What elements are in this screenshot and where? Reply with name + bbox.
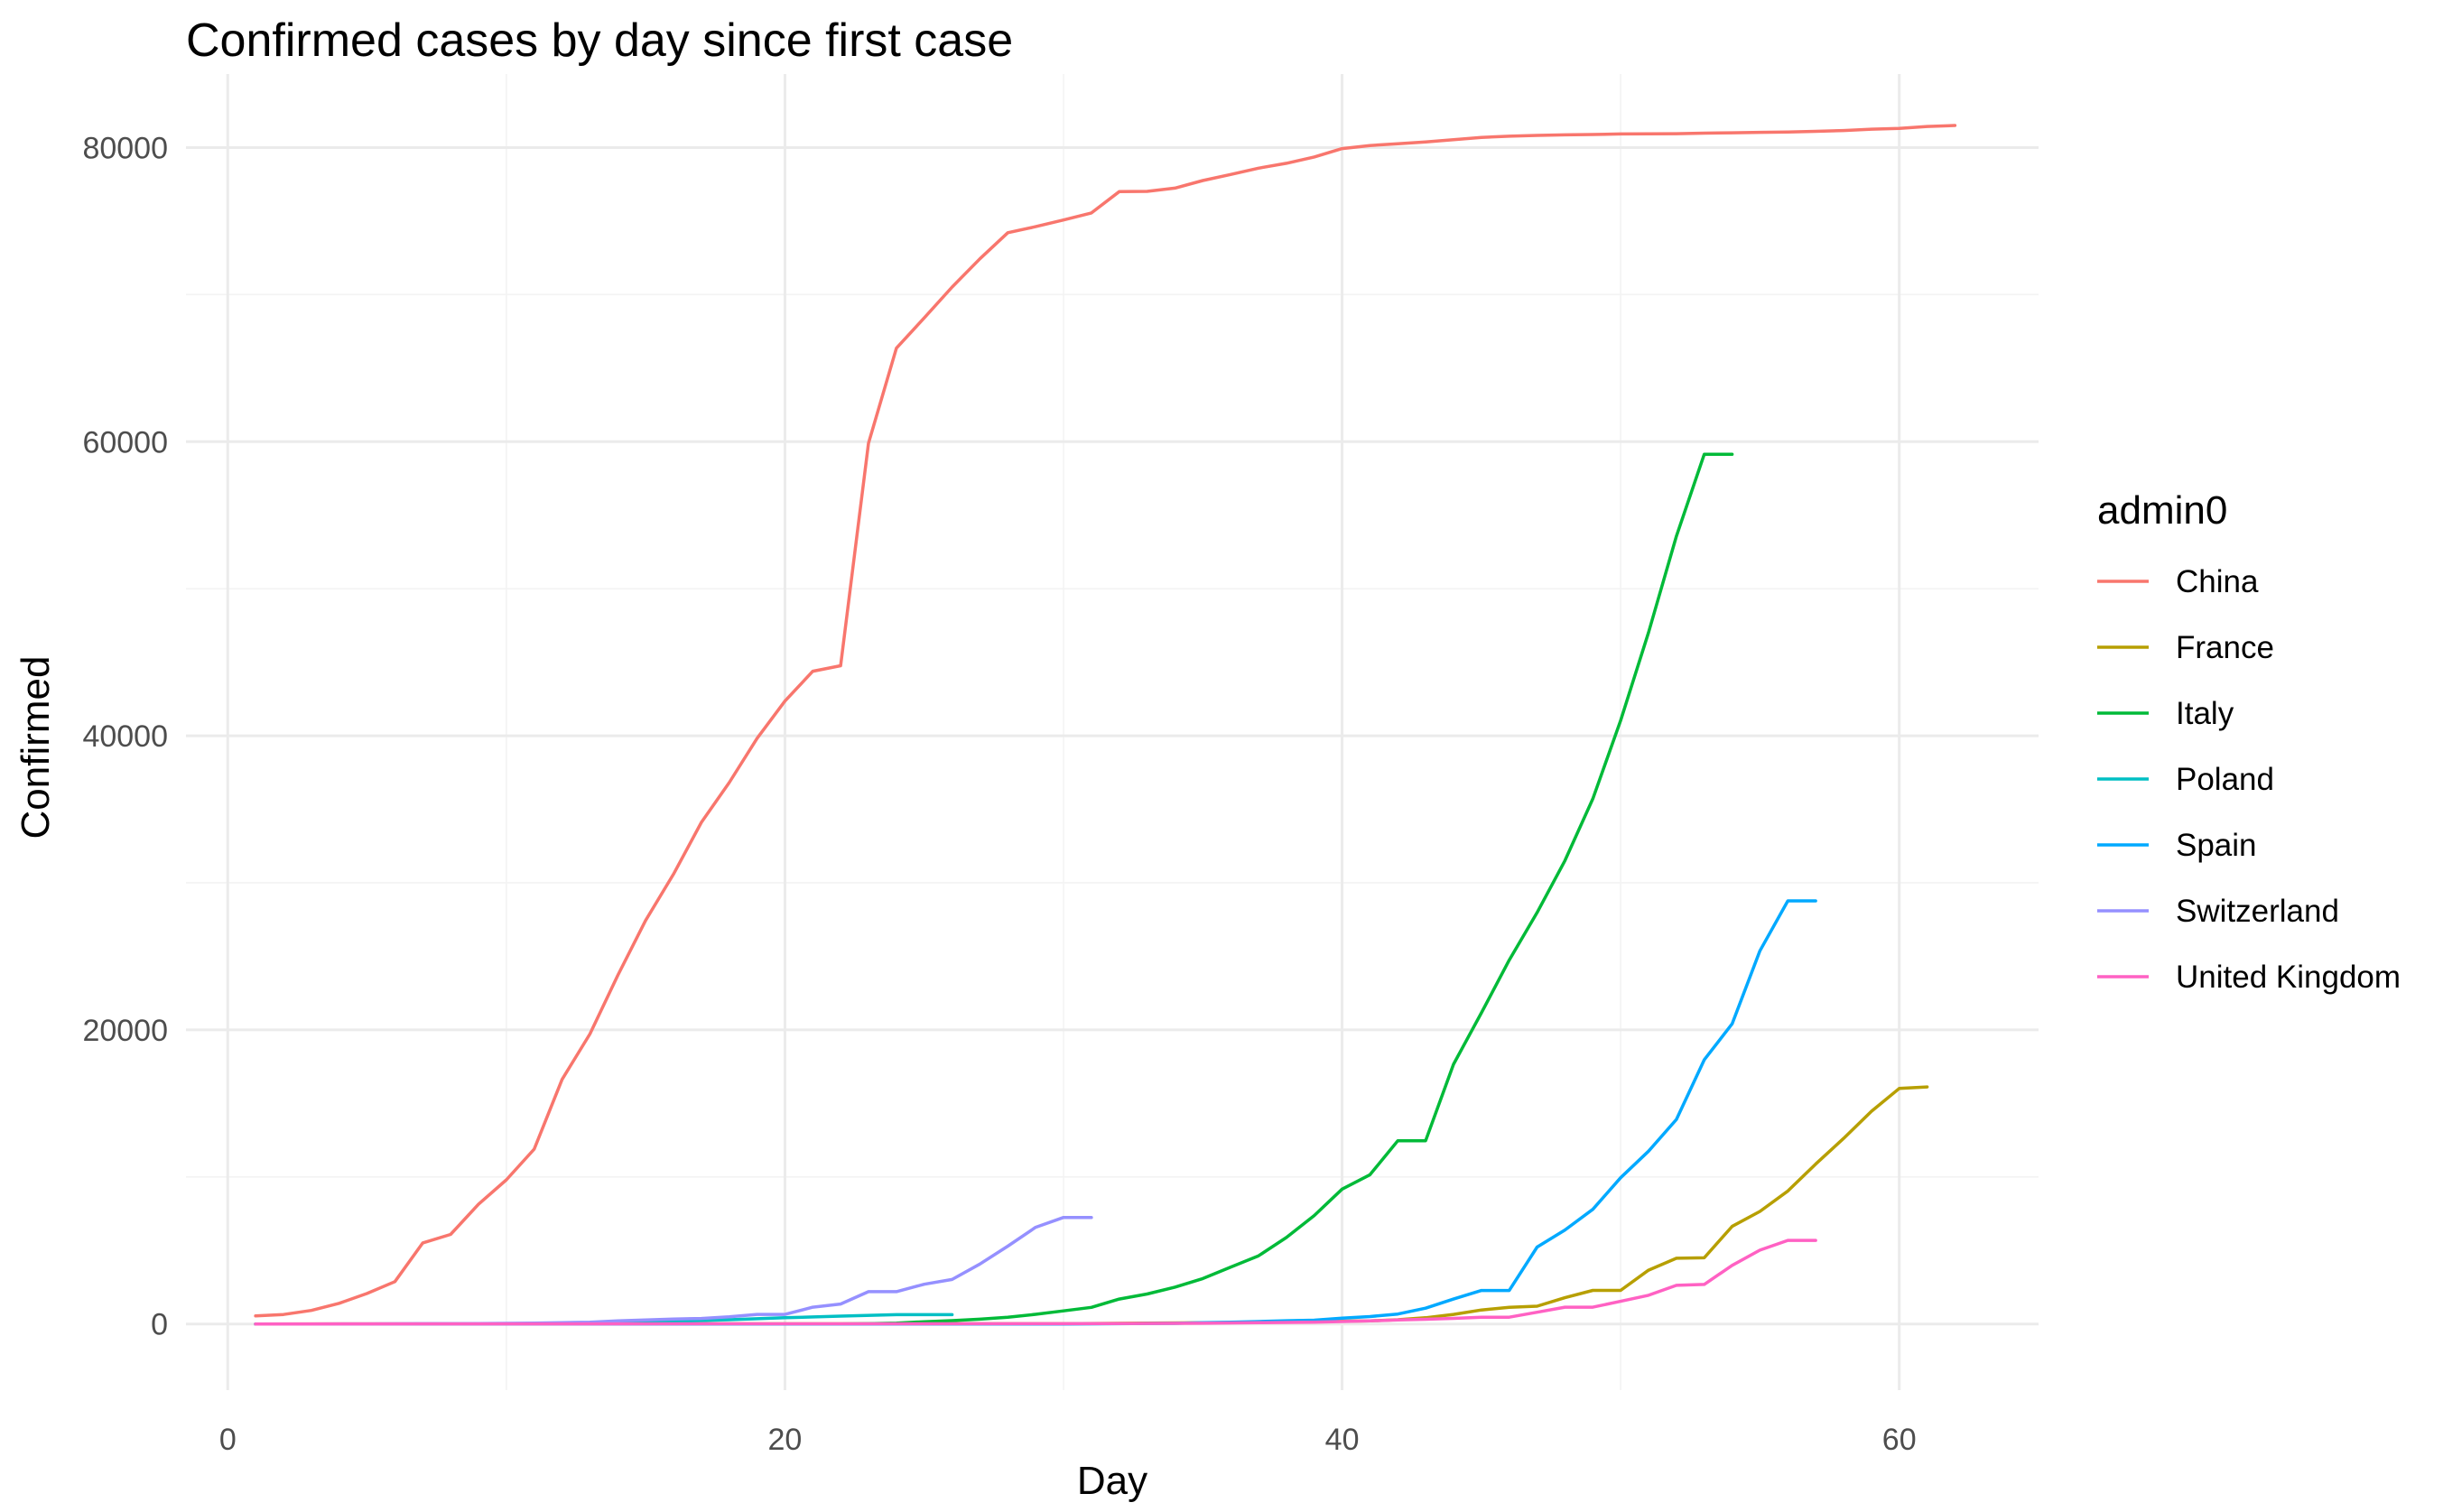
chart-title: Confirmed cases by day since first case [186,14,1013,67]
series-line-united-kingdom [254,1238,1817,1326]
legend-label-china: China [2176,564,2259,599]
y-axis-title: Confirmed [14,656,58,839]
x-tick-label: 20 [768,1423,803,1457]
legend-label-italy: Italy [2176,696,2234,731]
x-tick-label: 40 [1325,1423,1360,1457]
x-tick-label: 0 [219,1423,237,1457]
series-lines [254,124,1957,1326]
legend: admin0 China France Italy Poland Spain Switze… [2097,488,2401,995]
axis-ticks: 0 20 40 60 0 20000 40000 60000 80000 [82,131,1916,1457]
legend-title: admin0 [2097,488,2227,533]
legend-label-united-kingdom: United Kingdom [2176,960,2401,995]
grid [186,74,2039,1390]
legend-label-france: France [2176,630,2274,665]
x-tick-label: 60 [1882,1423,1917,1457]
y-tick-label: 0 [151,1308,168,1342]
legend-label-spain: Spain [2176,828,2257,863]
series-line-switzerland [254,1215,1093,1326]
y-tick-label: 60000 [82,425,168,459]
y-tick-label: 20000 [82,1014,168,1048]
y-tick-label: 40000 [82,719,168,754]
series-line-spain [254,899,1817,1326]
y-tick-label: 80000 [82,131,168,165]
series-line-china [254,124,1957,1318]
x-axis-title: Day [1077,1459,1147,1503]
series-line-italy [254,452,1734,1326]
legend-label-switzerland: Switzerland [2176,894,2339,929]
legend-label-poland: Poland [2176,762,2274,797]
